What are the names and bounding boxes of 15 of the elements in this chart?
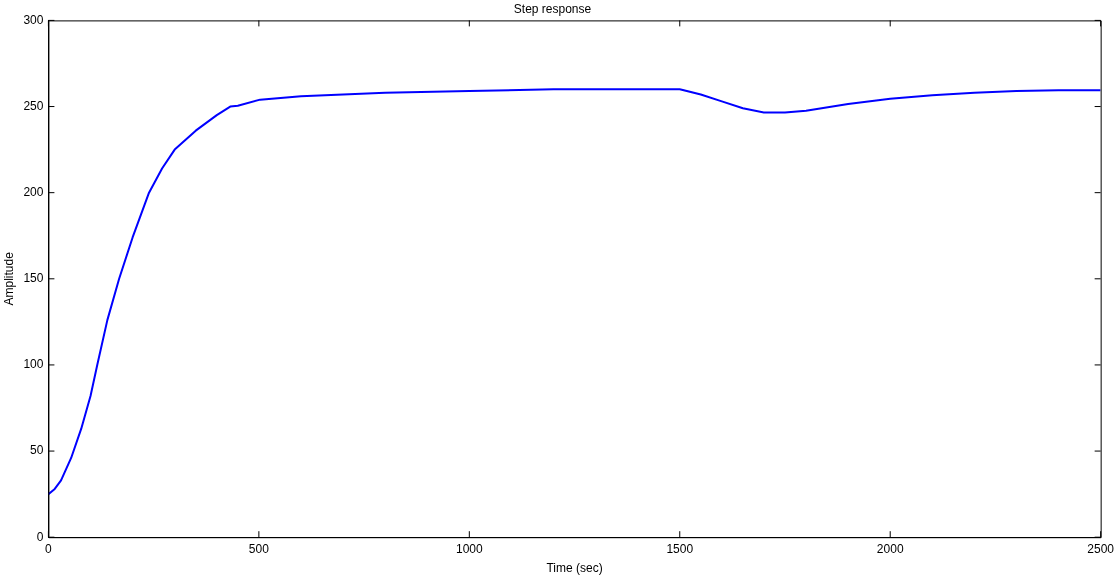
y-tick-label: 150 [23, 271, 44, 286]
x-tick-label: 2500 [1087, 541, 1115, 556]
chart-title: Step response [513, 1, 592, 16]
x-tick-label: 1500 [666, 541, 694, 556]
y-tick-label: 50 [30, 443, 44, 458]
y-axis-title: Amplitude [1, 251, 16, 306]
y-tick-label: 0 [36, 529, 44, 544]
x-axis-title: Time (sec) [546, 561, 603, 576]
x-tick-label: 500 [248, 541, 270, 556]
y-tick-label: 250 [23, 98, 44, 113]
y-tick-label: 300 [23, 12, 44, 27]
y-tick-label: 200 [23, 184, 44, 199]
x-tick-label: 1000 [455, 541, 483, 556]
y-tick-label: 100 [23, 357, 44, 372]
x-tick-label: 2000 [876, 541, 904, 556]
